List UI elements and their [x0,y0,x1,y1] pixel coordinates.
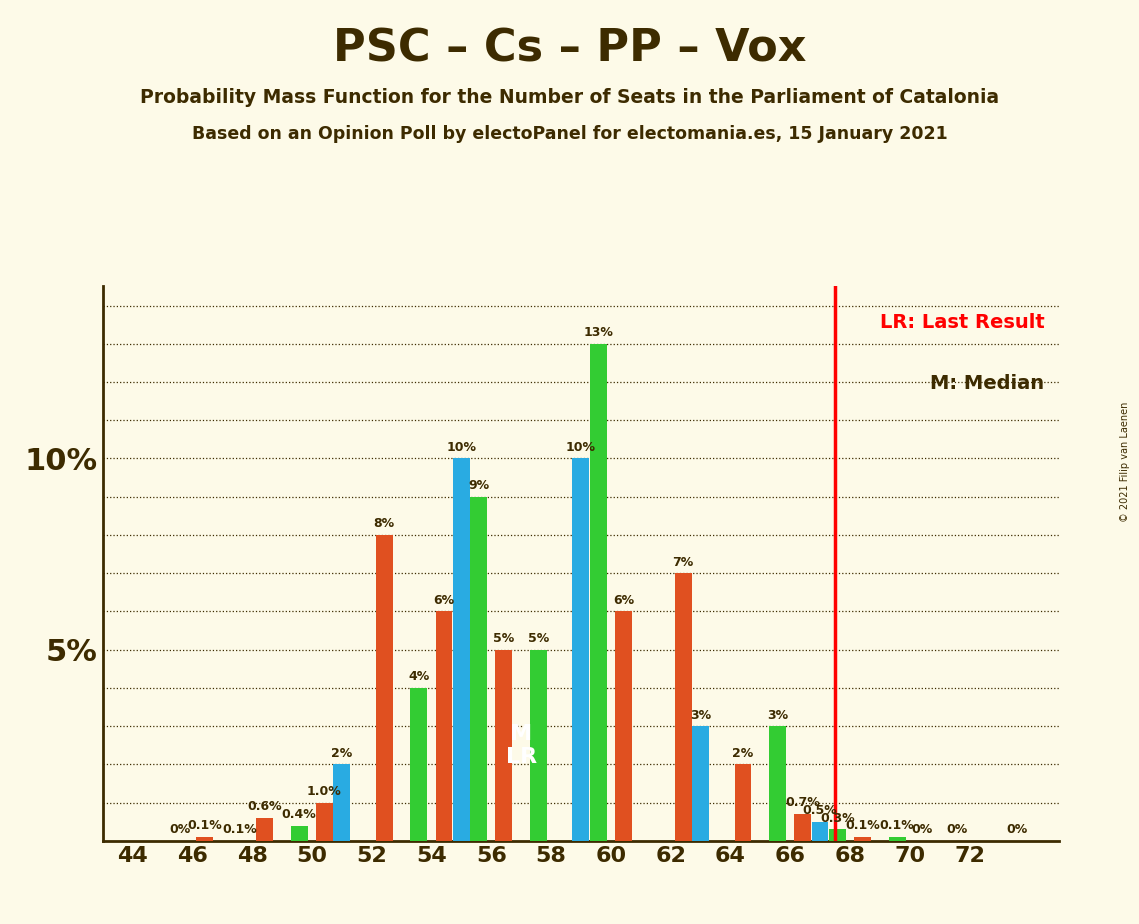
Text: PSC – Cs – PP – Vox: PSC – Cs – PP – Vox [333,28,806,71]
Text: 0.7%: 0.7% [786,796,820,809]
Text: 3%: 3% [767,709,788,722]
Text: 0%: 0% [169,823,190,836]
Bar [888,837,906,841]
Bar [769,726,786,841]
Bar [495,650,513,841]
Bar [376,535,393,841]
Text: 6%: 6% [613,594,634,607]
Text: 1.0%: 1.0% [308,785,342,798]
Text: 2%: 2% [732,747,754,760]
Text: 8%: 8% [374,517,395,530]
Text: 0.1%: 0.1% [879,820,915,833]
Bar [615,612,632,841]
Text: 0.3%: 0.3% [820,812,854,825]
Bar [693,726,708,841]
Text: 4%: 4% [408,670,429,684]
Bar [435,612,452,841]
Text: 6%: 6% [434,594,454,607]
Bar [735,764,752,841]
Text: 0.4%: 0.4% [281,808,317,821]
Text: 3%: 3% [690,709,711,722]
Text: 9%: 9% [468,480,489,492]
Bar [316,803,333,841]
Bar [334,764,350,841]
Bar [410,687,427,841]
Text: 0.1%: 0.1% [222,823,256,836]
Bar [470,497,487,841]
Text: 5%: 5% [527,632,549,645]
Bar [573,458,589,841]
Bar [256,818,273,841]
Text: M
LR: M LR [506,723,536,767]
Text: Based on an Opinion Poll by electoPanel for electomania.es, 15 January 2021: Based on an Opinion Poll by electoPanel … [191,125,948,142]
Text: Probability Mass Function for the Number of Seats in the Parliament of Catalonia: Probability Mass Function for the Number… [140,88,999,107]
Text: 10%: 10% [446,441,476,454]
Text: 0.5%: 0.5% [803,804,837,817]
Text: 0%: 0% [911,823,933,836]
Text: 0%: 0% [1006,823,1027,836]
Bar [196,837,213,841]
Text: 5%: 5% [493,632,515,645]
Text: 0.1%: 0.1% [845,820,880,833]
Bar [290,825,308,841]
Bar [812,821,828,841]
Text: 0%: 0% [947,823,968,836]
Bar [453,458,469,841]
Bar [829,830,846,841]
Text: © 2021 Filip van Laenen: © 2021 Filip van Laenen [1120,402,1130,522]
Text: 0.6%: 0.6% [247,800,281,813]
Text: 2%: 2% [331,747,352,760]
Text: 0.1%: 0.1% [188,820,222,833]
Text: 10%: 10% [566,441,596,454]
Text: 13%: 13% [583,326,613,339]
Bar [530,650,547,841]
Text: LR: Last Result: LR: Last Result [879,313,1044,333]
Text: 7%: 7% [672,555,694,568]
Bar [590,344,607,841]
Text: M: Median: M: Median [931,374,1044,394]
Bar [854,837,871,841]
Bar [674,573,691,841]
Bar [794,814,811,841]
